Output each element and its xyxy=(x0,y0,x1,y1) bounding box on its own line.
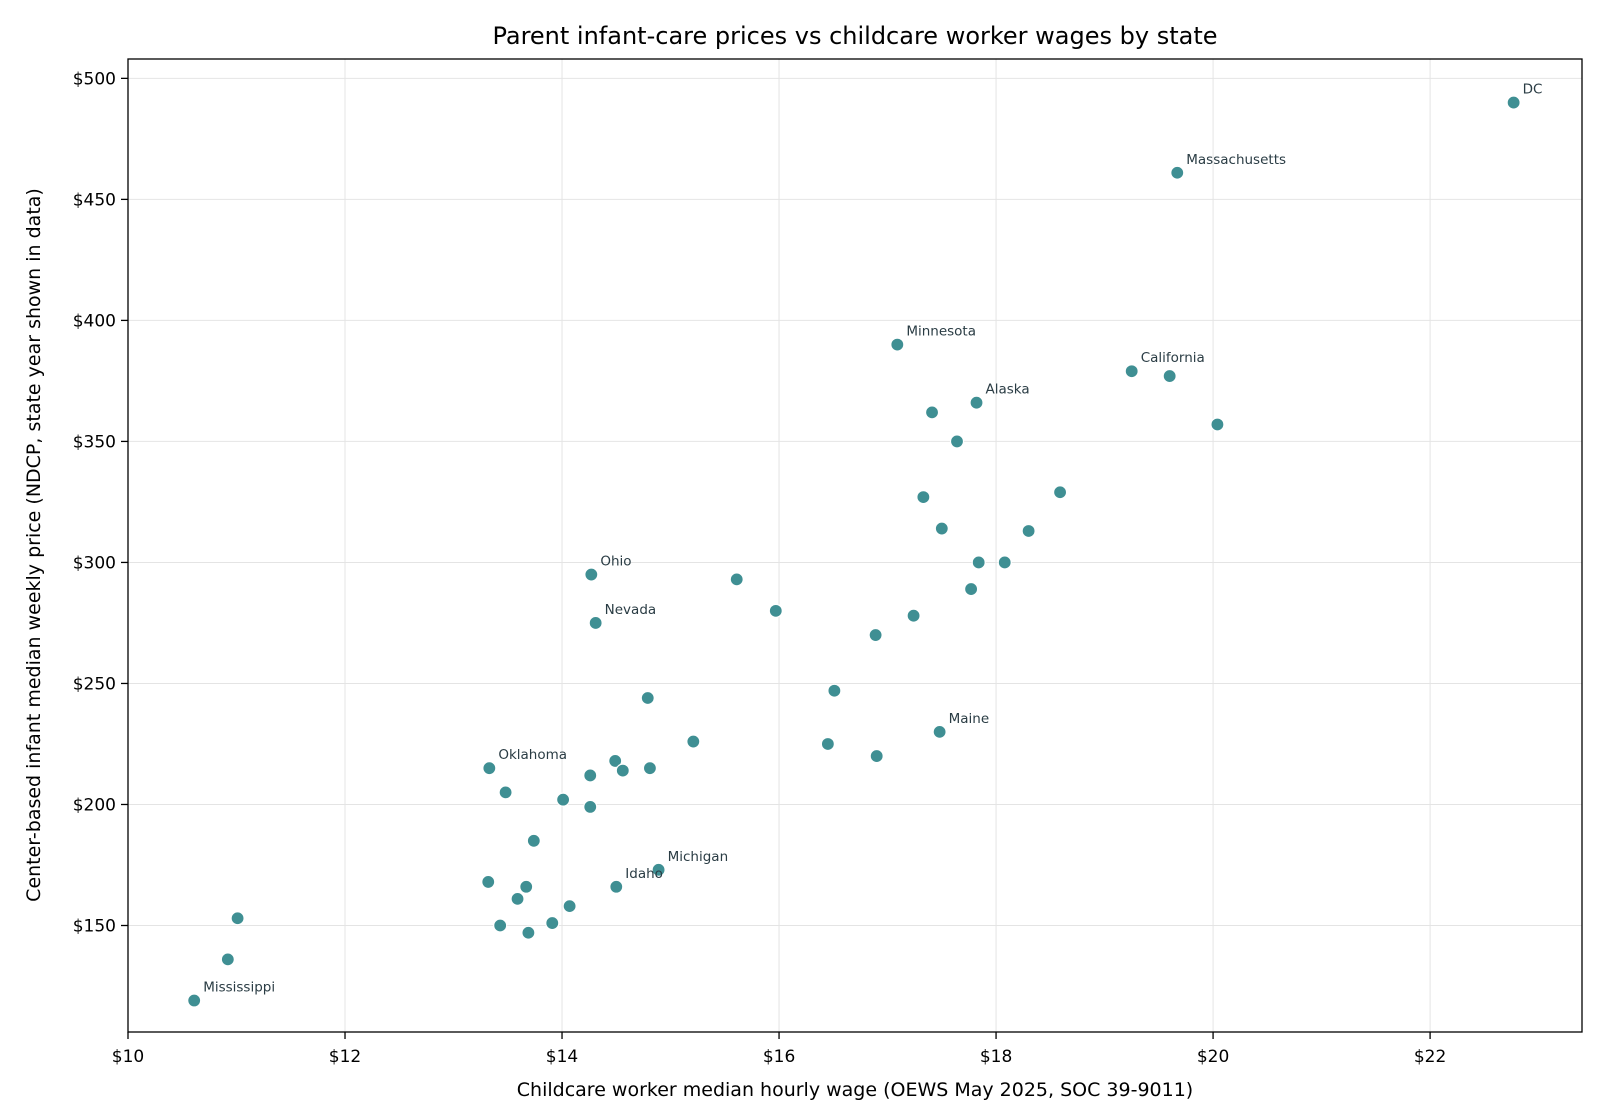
x-tick-label: $16 xyxy=(763,1047,795,1067)
point-label: Alaska xyxy=(986,382,1030,398)
data-point xyxy=(964,581,979,597)
data-point xyxy=(642,761,658,776)
data-point xyxy=(924,405,940,420)
data-point xyxy=(521,925,536,940)
point-annotations: DC Massachusetts Minnesota California Alaska… xyxy=(203,82,1542,996)
data-point xyxy=(1210,417,1225,432)
y-tick-label: $500 xyxy=(73,69,116,89)
data-point xyxy=(640,690,655,706)
data-point xyxy=(608,753,623,769)
data-point xyxy=(584,567,599,582)
data-point xyxy=(1162,368,1177,384)
data-point xyxy=(1052,485,1068,500)
chart-title: Parent infant-care prices vs childcare w… xyxy=(492,22,1217,50)
data-point xyxy=(583,799,598,815)
point-label: Idaho xyxy=(625,866,663,882)
data-point xyxy=(588,615,603,631)
data-point xyxy=(615,763,630,778)
data-point xyxy=(820,736,835,752)
x-tick-label: $20 xyxy=(1197,1047,1229,1067)
data-point xyxy=(729,572,744,587)
point-label: Oklahoma xyxy=(498,747,567,763)
data-point xyxy=(969,395,984,410)
data-point xyxy=(481,874,496,890)
data-points xyxy=(187,95,1521,1008)
y-axis-label: Center-based infant median weekly price … xyxy=(23,188,45,902)
data-point xyxy=(498,785,513,800)
data-point xyxy=(1170,165,1185,180)
data-point xyxy=(230,911,245,926)
y-tick-label: $150 xyxy=(73,917,116,937)
data-point xyxy=(1506,95,1521,110)
data-point xyxy=(562,899,577,914)
y-tick-label: $450 xyxy=(73,190,116,210)
data-point xyxy=(997,555,1012,570)
point-label: Maine xyxy=(949,711,990,727)
data-point xyxy=(220,952,235,967)
data-point xyxy=(482,761,497,776)
data-point xyxy=(187,993,202,1008)
x-axis-label: Childcare worker median hourly wage (OEW… xyxy=(517,1079,1193,1101)
data-point xyxy=(890,337,905,352)
x-tick-label: $18 xyxy=(980,1047,1012,1067)
data-point xyxy=(545,915,560,931)
data-point xyxy=(519,879,534,894)
point-label: Massachusetts xyxy=(1186,152,1286,168)
point-label: Ohio xyxy=(600,554,631,570)
data-point xyxy=(609,879,624,894)
data-point xyxy=(768,603,783,618)
x-tick-label: $22 xyxy=(1414,1047,1446,1067)
axis-ticks: $10 $12 $14 $16 $18 $20 $22 $150 $200 $250 $300 $35… xyxy=(73,69,1447,1067)
data-point xyxy=(932,724,947,739)
point-label: Minnesota xyxy=(906,324,976,340)
y-tick-label: $250 xyxy=(73,674,116,694)
point-label: Michigan xyxy=(668,849,729,865)
y-tick-label: $300 xyxy=(73,553,116,573)
data-point xyxy=(493,918,508,933)
data-point xyxy=(1124,364,1139,379)
data-point xyxy=(971,555,986,570)
data-point xyxy=(827,683,842,698)
y-tick-label: $350 xyxy=(73,432,116,452)
x-tick-label: $12 xyxy=(329,1047,361,1067)
y-tick-label: $200 xyxy=(73,795,116,815)
point-label: Nevada xyxy=(605,602,657,618)
data-point xyxy=(869,748,884,764)
grid xyxy=(127,59,1582,1032)
x-tick-label: $10 xyxy=(112,1047,144,1067)
data-point xyxy=(906,608,921,623)
point-label: Mississippi xyxy=(203,980,275,996)
point-label: California xyxy=(1141,350,1205,366)
data-point xyxy=(556,792,571,807)
data-point xyxy=(651,862,666,877)
data-point xyxy=(1021,523,1036,539)
data-point xyxy=(916,489,931,505)
y-tick-label: $400 xyxy=(73,311,116,331)
data-point xyxy=(583,768,598,783)
plot-frame xyxy=(127,58,1583,1033)
data-point xyxy=(934,521,949,536)
data-point xyxy=(686,734,701,749)
data-point xyxy=(526,833,541,848)
data-point xyxy=(510,891,525,906)
point-label: DC xyxy=(1523,82,1543,98)
data-point xyxy=(949,434,965,449)
x-tick-label: $14 xyxy=(546,1047,578,1067)
data-point xyxy=(868,627,883,643)
